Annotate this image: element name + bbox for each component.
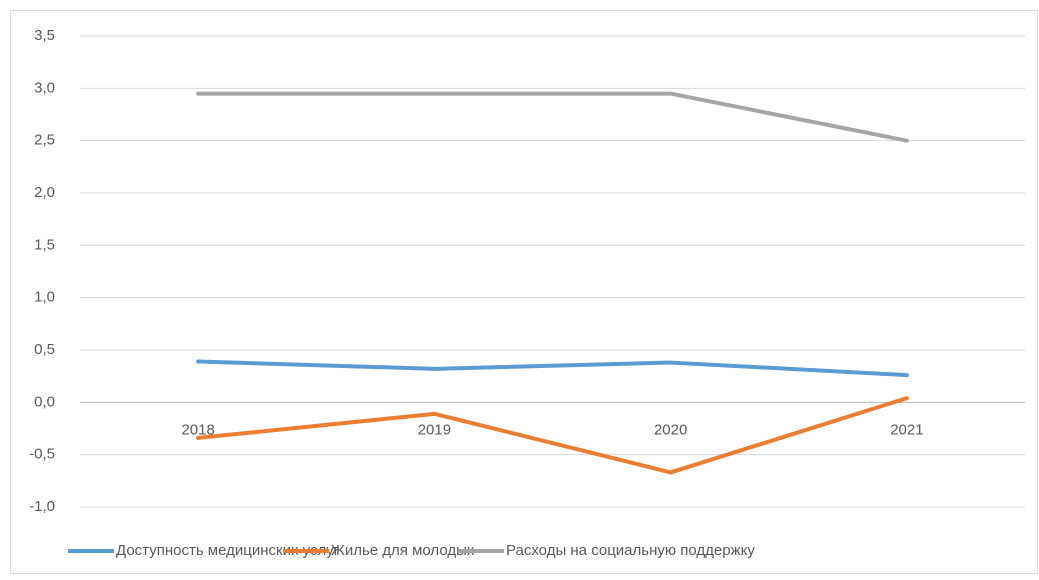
- x-tick-label: 2021: [890, 421, 923, 438]
- series-line: [196, 359, 909, 378]
- x-tick-label: 2020: [654, 421, 687, 438]
- y-tick-label: -1,0: [29, 498, 55, 515]
- legend-label: Жилье для молодых: [331, 542, 475, 559]
- y-tick-label: 3,5: [34, 27, 55, 44]
- x-tick-label: 2018: [181, 421, 214, 438]
- chart-border: [10, 10, 1038, 574]
- legend-label: Расходы на социальную поддержку: [506, 542, 755, 559]
- y-tick-label: -0,5: [29, 446, 55, 463]
- legend-label: Доступность медицинских услуг: [116, 542, 340, 559]
- series-line: [196, 91, 909, 143]
- y-tick-label: 2,5: [34, 132, 55, 149]
- y-tick-label: 0,0: [34, 393, 55, 410]
- y-tick-label: 1,0: [34, 289, 55, 306]
- y-tick-label: 0,5: [34, 341, 55, 358]
- y-tick-label: 2,0: [34, 184, 55, 201]
- series-line: [196, 396, 909, 475]
- y-tick-label: 3,0: [34, 79, 55, 96]
- x-tick-label: 2019: [418, 421, 451, 438]
- y-tick-label: 1,5: [34, 236, 55, 253]
